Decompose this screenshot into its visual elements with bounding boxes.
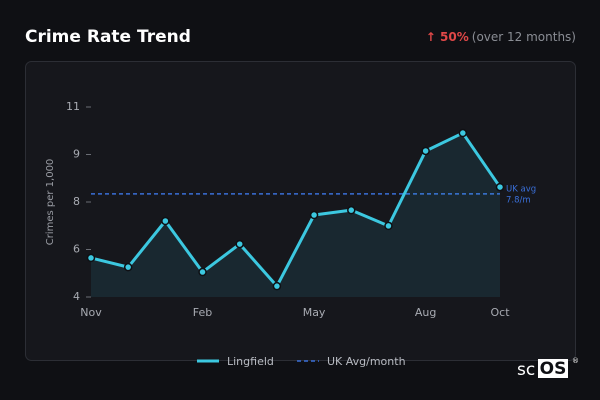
reference-label: UK avg bbox=[506, 184, 536, 194]
change-value: ↑ 50% bbox=[426, 30, 469, 44]
legend-label: Lingfield bbox=[227, 355, 274, 368]
x-tick-label: May bbox=[303, 306, 326, 319]
y-tick-label: 4 bbox=[73, 290, 80, 303]
logo-prefix: sc bbox=[517, 360, 535, 380]
point bbox=[86, 253, 96, 263]
logo-box bbox=[538, 359, 568, 378]
point bbox=[347, 205, 356, 215]
point bbox=[458, 128, 468, 138]
y-tick-label: 11 bbox=[66, 100, 80, 113]
reference-label: 7.8/m bbox=[506, 195, 531, 205]
point bbox=[272, 281, 282, 291]
point bbox=[161, 216, 170, 226]
point bbox=[123, 262, 133, 272]
point bbox=[309, 210, 319, 220]
change: ↑ 50% (over 12 months) bbox=[426, 30, 576, 44]
point bbox=[235, 239, 244, 249]
area bbox=[91, 133, 500, 297]
logo: sc bbox=[517, 360, 535, 380]
point bbox=[421, 146, 430, 156]
title: Crime Rate Trend bbox=[25, 27, 191, 47]
y-tick-label: 8 bbox=[73, 195, 80, 208]
point bbox=[198, 267, 207, 277]
x-tick-label: Nov bbox=[80, 306, 102, 319]
logo-boxed: OS bbox=[540, 359, 567, 379]
point bbox=[495, 182, 505, 192]
y-tick-label: 6 bbox=[73, 243, 80, 256]
y-tick-label: 9 bbox=[73, 148, 80, 161]
x-tick-label: Feb bbox=[193, 306, 212, 319]
change-note: (over 12 months) bbox=[472, 30, 576, 44]
legend-label: UK Avg/month bbox=[327, 355, 406, 368]
logo-mark: ® bbox=[572, 357, 579, 365]
y-axis-label: Crimes per 1,000 bbox=[45, 159, 56, 246]
line bbox=[90, 131, 502, 288]
point bbox=[384, 221, 393, 231]
x-tick-label: Aug bbox=[415, 306, 436, 319]
x-tick-label: Oct bbox=[490, 306, 510, 319]
